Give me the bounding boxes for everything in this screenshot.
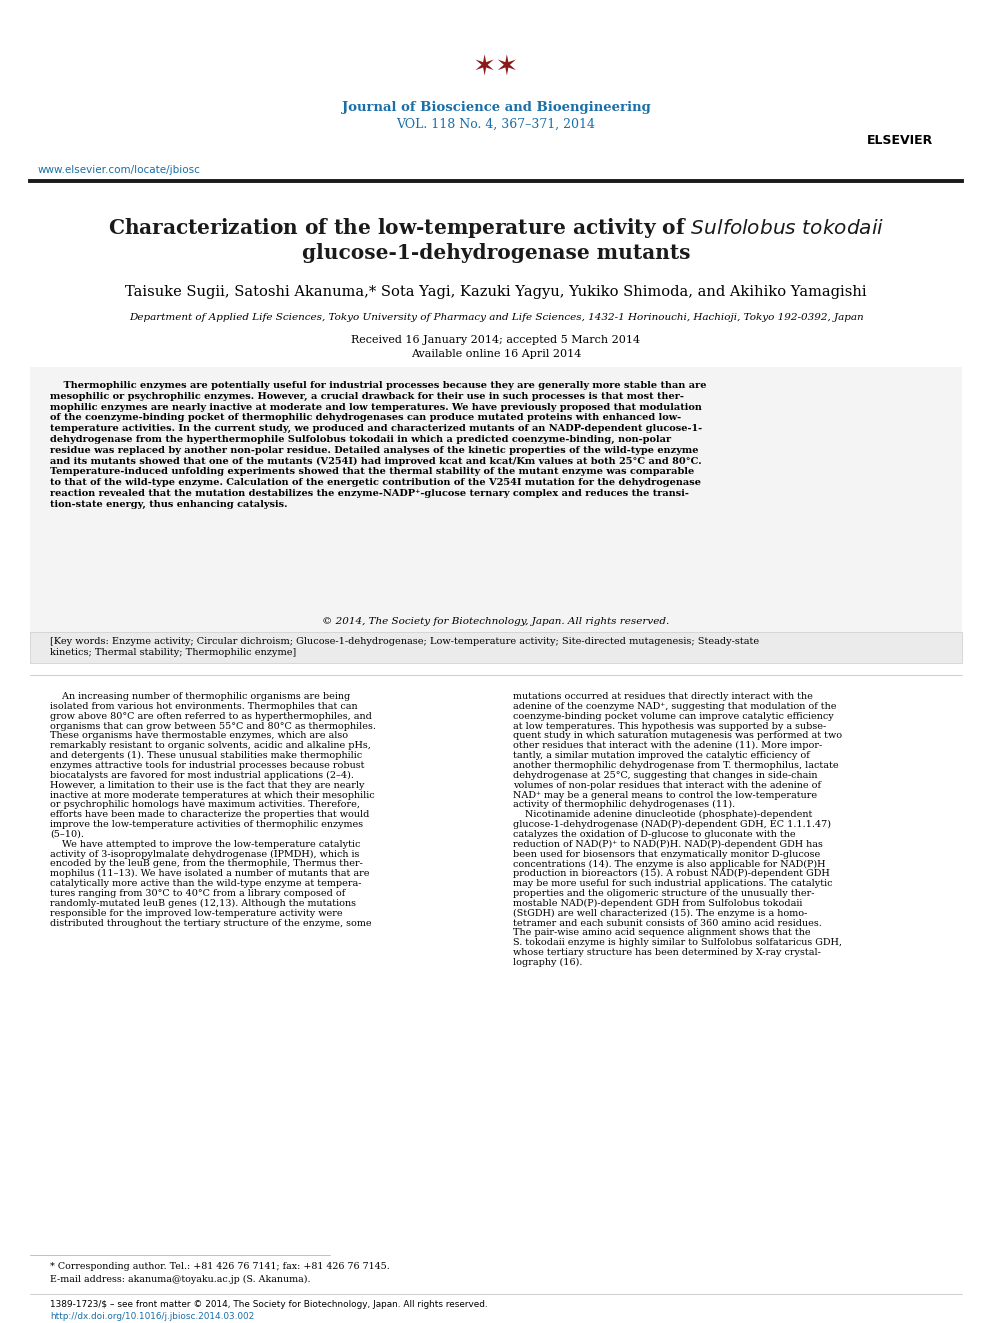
Text: glucose-1-dehydrogenase (NAD(P)-dependent GDH, EC 1.1.1.47): glucose-1-dehydrogenase (NAD(P)-dependen… bbox=[513, 820, 831, 830]
Text: An increasing number of thermophilic organisms are being: An increasing number of thermophilic org… bbox=[50, 692, 350, 701]
Text: (5–10).: (5–10). bbox=[50, 830, 84, 839]
Text: dehydrogenase from the hyperthermophile Sulfolobus tokodaii in which a predicted: dehydrogenase from the hyperthermophile … bbox=[50, 435, 672, 445]
Bar bbox=[30, 632, 962, 663]
Text: of the coenzyme-binding pocket of thermophilic dehydrogenases can produce mutate: of the coenzyme-binding pocket of thermo… bbox=[50, 413, 682, 422]
Text: mutations occurred at residues that directly interact with the: mutations occurred at residues that dire… bbox=[513, 692, 812, 701]
Text: quent study in which saturation mutagenesis was performed at two: quent study in which saturation mutagene… bbox=[513, 732, 842, 741]
Text: © 2014, The Society for Biotechnology, Japan. All rights reserved.: © 2014, The Society for Biotechnology, J… bbox=[322, 617, 670, 626]
Text: NAD⁺ may be a general means to control the low-temperature: NAD⁺ may be a general means to control t… bbox=[513, 791, 817, 799]
Text: activity of 3-isopropylmalate dehydrogenase (IPMDH), which is: activity of 3-isopropylmalate dehydrogen… bbox=[50, 849, 359, 859]
Text: reaction revealed that the mutation destabilizes the enzyme-NADP⁺-glucose ternar: reaction revealed that the mutation dest… bbox=[50, 490, 688, 497]
Text: biocatalysts are favored for most industrial applications (2–4).: biocatalysts are favored for most indust… bbox=[50, 771, 354, 781]
Text: mostable NAD(P)-dependent GDH from Sulfolobus tokodaii: mostable NAD(P)-dependent GDH from Sulfo… bbox=[513, 898, 803, 908]
Text: E-mail address: akanuma@toyaku.ac.jp (S. Akanuma).: E-mail address: akanuma@toyaku.ac.jp (S.… bbox=[50, 1275, 310, 1285]
Text: another thermophilic dehydrogenase from T. thermophilus, lactate: another thermophilic dehydrogenase from … bbox=[513, 761, 838, 770]
Text: efforts have been made to characterize the properties that would: efforts have been made to characterize t… bbox=[50, 810, 369, 819]
Text: Department of Applied Life Sciences, Tokyo University of Pharmacy and Life Scien: Department of Applied Life Sciences, Tok… bbox=[129, 314, 863, 323]
Text: tion-state energy, thus enhancing catalysis.: tion-state energy, thus enhancing cataly… bbox=[50, 500, 288, 509]
Text: reduction of NAD(P)⁺ to NAD(P)H. NAD(P)-dependent GDH has: reduction of NAD(P)⁺ to NAD(P)H. NAD(P)-… bbox=[513, 840, 823, 849]
Text: mophilic enzymes are nearly inactive at moderate and low temperatures. We have p: mophilic enzymes are nearly inactive at … bbox=[50, 402, 702, 411]
Text: kinetics; Thermal stability; Thermophilic enzyme]: kinetics; Thermal stability; Thermophili… bbox=[50, 648, 297, 658]
Text: at low temperatures. This hypothesis was supported by a subse-: at low temperatures. This hypothesis was… bbox=[513, 721, 826, 730]
Text: Temperature-induced unfolding experiments showed that the thermal stability of t: Temperature-induced unfolding experiment… bbox=[50, 467, 694, 476]
Text: coenzyme-binding pocket volume can improve catalytic efficiency: coenzyme-binding pocket volume can impro… bbox=[513, 712, 833, 721]
Text: These organisms have thermostable enzymes, which are also: These organisms have thermostable enzyme… bbox=[50, 732, 348, 741]
Text: distributed throughout the tertiary structure of the enzyme, some: distributed throughout the tertiary stru… bbox=[50, 918, 372, 927]
Text: residue was replaced by another non-polar residue. Detailed analyses of the kine: residue was replaced by another non-pola… bbox=[50, 446, 698, 455]
Text: ELSEVIER: ELSEVIER bbox=[867, 134, 933, 147]
Text: whose tertiary structure has been determined by X-ray crystal-: whose tertiary structure has been determ… bbox=[513, 949, 820, 957]
Text: catalyzes the oxidation of D-glucose to gluconate with the: catalyzes the oxidation of D-glucose to … bbox=[513, 830, 796, 839]
Text: improve the low-temperature activities of thermophilic enzymes: improve the low-temperature activities o… bbox=[50, 820, 363, 830]
Text: mophilus (11–13). We have isolated a number of mutants that are: mophilus (11–13). We have isolated a num… bbox=[50, 869, 369, 878]
Text: www.elsevier.com/locate/jbiosc: www.elsevier.com/locate/jbiosc bbox=[38, 165, 200, 175]
Text: adenine of the coenzyme NAD⁺, suggesting that modulation of the: adenine of the coenzyme NAD⁺, suggesting… bbox=[513, 701, 836, 710]
Text: encoded by the leuB gene, from the thermophile, Thermus ther-: encoded by the leuB gene, from the therm… bbox=[50, 860, 363, 868]
Text: The pair-wise amino acid sequence alignment shows that the: The pair-wise amino acid sequence alignm… bbox=[513, 929, 810, 938]
Text: organisms that can grow between 55°C and 80°C as thermophiles.: organisms that can grow between 55°C and… bbox=[50, 721, 376, 730]
Text: production in bioreactors (15). A robust NAD(P)-dependent GDH: production in bioreactors (15). A robust… bbox=[513, 869, 829, 878]
Text: http://dx.doi.org/10.1016/j.jbiosc.2014.03.002: http://dx.doi.org/10.1016/j.jbiosc.2014.… bbox=[50, 1312, 254, 1320]
Text: Taisuke Sugii, Satoshi Akanuma,* Sota Yagi, Kazuki Yagyu, Yukiko Shimoda, and Ak: Taisuke Sugii, Satoshi Akanuma,* Sota Ya… bbox=[125, 284, 867, 299]
Text: remarkably resistant to organic solvents, acidic and alkaline pHs,: remarkably resistant to organic solvents… bbox=[50, 741, 371, 750]
Text: tetramer and each subunit consists of 360 amino acid residues.: tetramer and each subunit consists of 36… bbox=[513, 918, 821, 927]
Text: or psychrophilic homologs have maximum activities. Therefore,: or psychrophilic homologs have maximum a… bbox=[50, 800, 360, 810]
Text: catalytically more active than the wild-type enzyme at tempera-: catalytically more active than the wild-… bbox=[50, 880, 361, 888]
Text: Nicotinamide adenine dinucleotide (phosphate)-dependent: Nicotinamide adenine dinucleotide (phosp… bbox=[513, 810, 812, 819]
Text: and detergents (1). These unusual stabilities make thermophilic: and detergents (1). These unusual stabil… bbox=[50, 751, 362, 761]
Text: glucose-1-dehydrogenase mutants: glucose-1-dehydrogenase mutants bbox=[302, 243, 690, 263]
Text: mesophilic or psychrophilic enzymes. However, a crucial drawback for their use i: mesophilic or psychrophilic enzymes. How… bbox=[50, 392, 683, 401]
Text: Journal of Bioscience and Bioengineering: Journal of Bioscience and Bioengineering bbox=[341, 102, 651, 115]
Text: [Key words: Enzyme activity; Circular dichroism; Glucose-1-dehydrogenase; Low-te: [Key words: Enzyme activity; Circular di… bbox=[50, 636, 759, 646]
Text: to that of the wild-type enzyme. Calculation of the energetic contribution of th: to that of the wild-type enzyme. Calcula… bbox=[50, 478, 701, 487]
Text: Received 16 January 2014; accepted 5 March 2014: Received 16 January 2014; accepted 5 Mar… bbox=[351, 335, 641, 345]
Text: and its mutants showed that one of the mutants (V254I) had improved kcat and kca: and its mutants showed that one of the m… bbox=[50, 456, 701, 466]
Text: temperature activities. In the current study, we produced and characterized muta: temperature activities. In the current s… bbox=[50, 425, 702, 433]
Text: grow above 80°C are often referred to as hyperthermophiles, and: grow above 80°C are often referred to as… bbox=[50, 712, 372, 721]
Text: other residues that interact with the adenine (11). More impor-: other residues that interact with the ad… bbox=[513, 741, 822, 750]
Text: * Corresponding author. Tel.: +81 426 76 7141; fax: +81 426 76 7145.: * Corresponding author. Tel.: +81 426 76… bbox=[50, 1262, 390, 1271]
Text: We have attempted to improve the low-temperature catalytic: We have attempted to improve the low-tem… bbox=[50, 840, 360, 849]
Text: may be more useful for such industrial applications. The catalytic: may be more useful for such industrial a… bbox=[513, 880, 832, 888]
Text: ✶✶: ✶✶ bbox=[473, 54, 519, 82]
Text: tantly, a similar mutation improved the catalytic efficiency of: tantly, a similar mutation improved the … bbox=[513, 751, 809, 761]
Text: Available online 16 April 2014: Available online 16 April 2014 bbox=[411, 349, 581, 359]
Text: lography (16).: lography (16). bbox=[513, 958, 582, 967]
Text: S. tokodaii enzyme is highly similar to Sulfolobus solfataricus GDH,: S. tokodaii enzyme is highly similar to … bbox=[513, 938, 842, 947]
Text: concentrations (14). The enzyme is also applicable for NAD(P)H: concentrations (14). The enzyme is also … bbox=[513, 860, 825, 869]
Text: Thermophilic enzymes are potentially useful for industrial processes because the: Thermophilic enzymes are potentially use… bbox=[50, 381, 706, 390]
Text: activity of thermophilic dehydrogenases (11).: activity of thermophilic dehydrogenases … bbox=[513, 800, 735, 810]
Text: Characterization of the low-temperature activity of $\mathit{Sulfolobus\ tokodai: Characterization of the low-temperature … bbox=[108, 216, 884, 239]
Text: dehydrogenase at 25°C, suggesting that changes in side-chain: dehydrogenase at 25°C, suggesting that c… bbox=[513, 771, 817, 779]
Text: 1389-1723/$ – see front matter © 2014, The Society for Biotechnology, Japan. All: 1389-1723/$ – see front matter © 2014, T… bbox=[50, 1301, 488, 1308]
Text: tures ranging from 30°C to 40°C from a library composed of: tures ranging from 30°C to 40°C from a l… bbox=[50, 889, 345, 898]
Text: VOL. 118 No. 4, 367–371, 2014: VOL. 118 No. 4, 367–371, 2014 bbox=[397, 118, 595, 131]
Text: been used for biosensors that enzymatically monitor D-glucose: been used for biosensors that enzymatica… bbox=[513, 849, 820, 859]
Bar bbox=[30, 366, 962, 648]
Text: inactive at more moderate temperatures at which their mesophilic: inactive at more moderate temperatures a… bbox=[50, 791, 375, 799]
Text: (StGDH) are well characterized (15). The enzyme is a homo-: (StGDH) are well characterized (15). The… bbox=[513, 909, 807, 918]
Text: isolated from various hot environments. Thermophiles that can: isolated from various hot environments. … bbox=[50, 701, 358, 710]
Text: responsible for the improved low-temperature activity were: responsible for the improved low-tempera… bbox=[50, 909, 342, 918]
Text: properties and the oligomeric structure of the unusually ther-: properties and the oligomeric structure … bbox=[513, 889, 814, 898]
Text: volumes of non-polar residues that interact with the adenine of: volumes of non-polar residues that inter… bbox=[513, 781, 821, 790]
Text: enzymes attractive tools for industrial processes because robust: enzymes attractive tools for industrial … bbox=[50, 761, 364, 770]
Text: However, a limitation to their use is the fact that they are nearly: However, a limitation to their use is th… bbox=[50, 781, 364, 790]
Text: randomly-mutated leuB genes (12,13). Although the mutations: randomly-mutated leuB genes (12,13). Alt… bbox=[50, 898, 356, 908]
